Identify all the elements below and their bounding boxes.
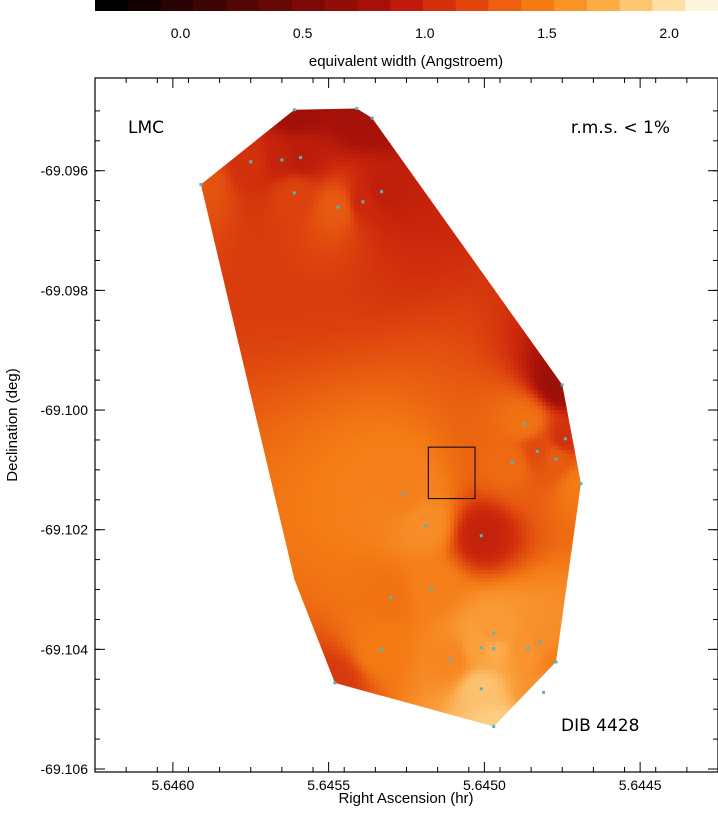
colorbar-swatch (357, 0, 391, 11)
x-tick-label: 5.6455 (307, 777, 350, 793)
station-marker (380, 647, 384, 651)
station-marker (429, 587, 433, 591)
station-marker (479, 534, 483, 538)
colorbar-swatch (619, 0, 654, 11)
aperture-box (427, 446, 476, 500)
station-marker (554, 457, 558, 461)
colorbar-ticks: 0.0 0.5 1.0 1.5 2.0 (171, 25, 679, 41)
station-marker (535, 449, 539, 453)
colorbar-swatch (554, 0, 588, 11)
colorbar-swatch (95, 0, 129, 11)
station-marker (510, 461, 514, 465)
station-marker (492, 647, 496, 651)
line-label: DIB 4428 (561, 716, 639, 736)
colorbar-swatch (422, 0, 457, 11)
colorbar-swatch (324, 0, 358, 11)
colorbar-swatch (226, 0, 260, 11)
colorbar-tick-label: 2.0 (659, 25, 679, 41)
y-tick-label: -69.104 (41, 641, 89, 657)
colorbar-swatch (160, 0, 194, 11)
station-marker (542, 690, 546, 694)
station-marker (479, 646, 483, 650)
x-axis-title: Right Ascension (hr) (338, 790, 473, 807)
station-marker (389, 595, 393, 599)
station-marker (292, 191, 296, 195)
y-tick-label: -69.106 (41, 761, 89, 777)
station-marker (523, 422, 527, 426)
station-marker (199, 182, 203, 186)
colorbar-tick-label: 0.5 (293, 25, 313, 41)
colorbar-swatch (258, 0, 293, 11)
colorbar-swatch (488, 0, 522, 11)
station-marker (292, 108, 296, 112)
station-marker (280, 158, 284, 162)
y-tick-label: -69.100 (41, 402, 89, 418)
y-tick-label: -69.096 (41, 163, 89, 179)
colorbar-tick-label: 0.0 (171, 25, 191, 41)
x-tick-label: 5.6450 (463, 777, 506, 793)
colorbar-swatch (455, 0, 490, 11)
station-marker (380, 190, 384, 194)
station-marker (560, 383, 564, 387)
field-label: LMC (128, 118, 164, 138)
y-axis-title: Declination (deg) (4, 368, 21, 481)
colorbar-title: equivalent width (Angstroem) (309, 53, 503, 70)
colorbar (95, 0, 718, 11)
colorbar-swatch (685, 0, 718, 11)
station-marker (538, 640, 542, 644)
station-markers (199, 107, 583, 729)
x-axis-ticks: 5.6460 5.6455 5.6450 5.6445 (94, 78, 718, 793)
station-marker (361, 200, 365, 204)
colorbar-swatch (652, 0, 686, 11)
station-marker (479, 687, 483, 691)
station-marker (299, 156, 303, 160)
colorbar-swatch (193, 0, 227, 11)
colorbar-tick-label: 1.0 (415, 25, 435, 41)
station-marker (492, 631, 496, 635)
station-marker (492, 725, 496, 729)
station-marker (333, 681, 337, 685)
station-marker (423, 524, 427, 528)
rms-label: r.m.s. < 1% (571, 118, 670, 138)
colorbar-swatch (586, 0, 621, 11)
station-marker (249, 160, 253, 164)
station-marker (448, 658, 452, 662)
colorbar-swatch (390, 0, 424, 11)
x-tick-label: 5.6460 (151, 777, 194, 793)
colorbar-swatch (521, 0, 555, 11)
y-tick-label: -69.102 (41, 522, 89, 538)
station-marker (526, 646, 530, 650)
colorbar-swatch (291, 0, 326, 11)
station-marker (355, 107, 359, 111)
station-marker (554, 660, 558, 664)
station-marker (579, 482, 583, 486)
colorbar-swatch (127, 0, 162, 11)
y-axis-ticks: -69.096 -69.098 -69.100 -69.102 -69.104 -69.1… (41, 110, 718, 777)
station-marker (336, 205, 340, 209)
station-marker (401, 491, 405, 495)
y-tick-label: -69.098 (41, 282, 89, 298)
station-marker (563, 437, 567, 441)
colorbar-tick-label: 1.5 (537, 25, 557, 41)
x-tick-label: 5.6445 (619, 777, 662, 793)
station-marker (370, 116, 374, 120)
